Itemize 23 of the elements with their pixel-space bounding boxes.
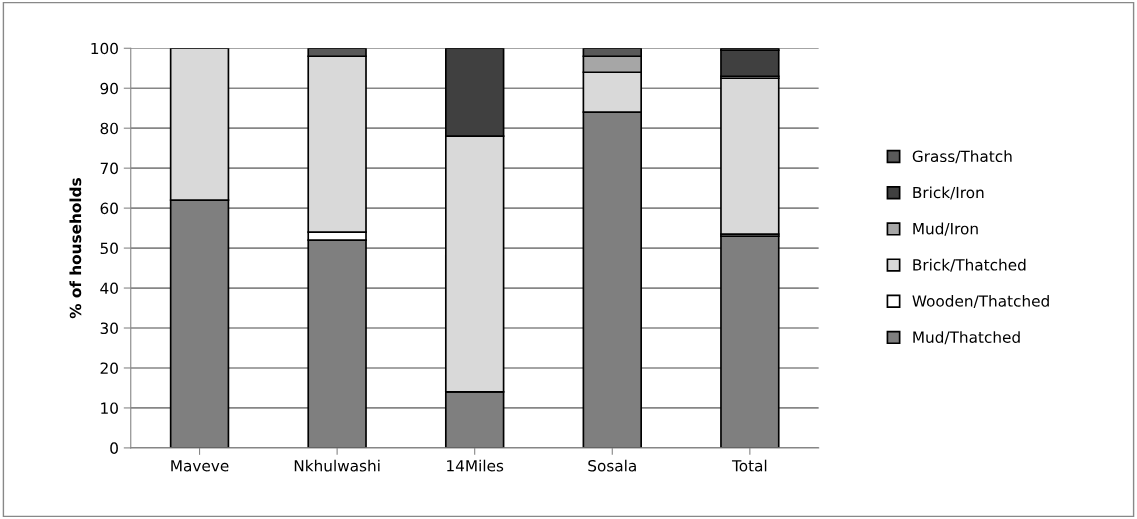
y-tick-label: 20 (100, 362, 118, 374)
y-tick-label: 100 (91, 42, 118, 55)
x-tick-label: Maveve (171, 460, 229, 472)
legend-label: Brick/Iron (913, 186, 984, 200)
x-tick-label: Nkhulwashi (294, 459, 380, 472)
legend-label: Mud/Iron (913, 222, 978, 236)
x-tick-label: Sosala (588, 459, 636, 472)
legend-label: Mud/Thatched (913, 331, 1020, 345)
y-tick-label: 50 (100, 242, 118, 255)
y-tick-label: 0 (110, 442, 118, 454)
y-tick-label: 30 (100, 322, 118, 335)
y-tick-label: 10 (101, 402, 118, 414)
y-tick-label: 90 (100, 82, 118, 95)
y-tick-label: 80 (100, 122, 118, 135)
legend-label: Wooden/Thatched (912, 294, 1049, 308)
legend-label: Brick/Thatched (913, 258, 1026, 272)
y-tick-label: 60 (100, 202, 118, 215)
y-tick-label: 40 (100, 282, 118, 295)
y-tick-label: 70 (100, 162, 118, 175)
x-tick-label: Total (731, 459, 767, 472)
x-tick-label: 14Miles (447, 459, 504, 472)
legend-label: Grass/Thatch (912, 150, 1012, 164)
y-axis-title: % of households (69, 178, 82, 319)
